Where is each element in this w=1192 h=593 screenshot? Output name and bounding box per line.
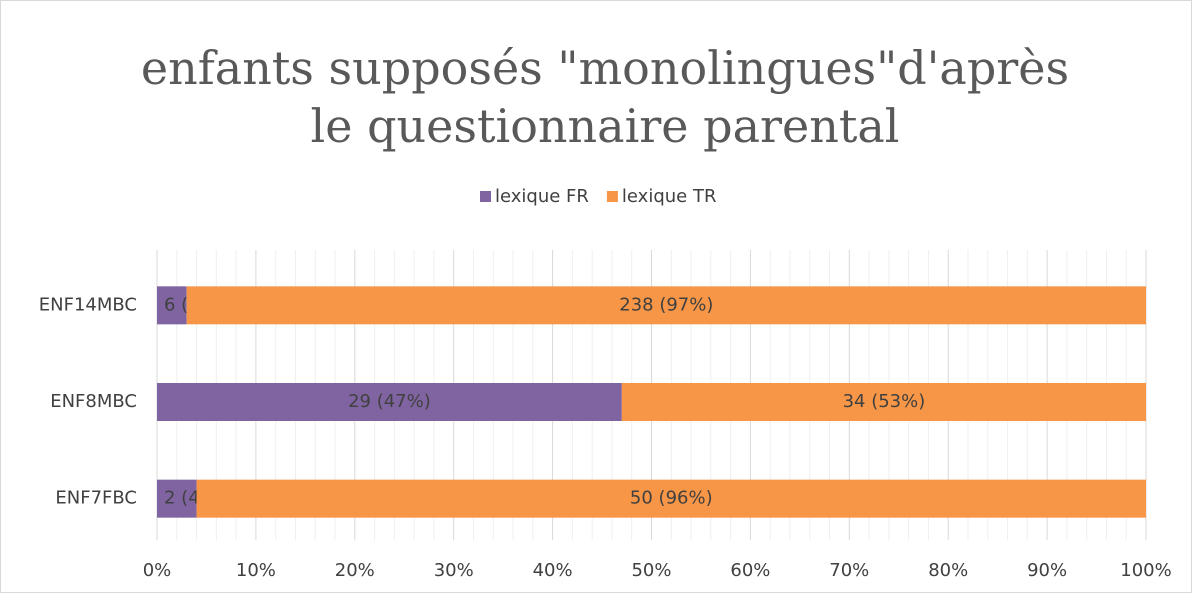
x-tick-label: 90% (1027, 560, 1067, 581)
legend-swatch (480, 191, 491, 202)
bar-segment (157, 286, 187, 325)
x-tick-label: 60% (730, 560, 770, 581)
x-tick-label: 40% (533, 560, 573, 581)
data-label: 34 (53%) (843, 391, 926, 412)
x-tick-label: 70% (829, 560, 869, 581)
bar-segment (186, 286, 1147, 325)
legend-label: lexique TR (622, 186, 717, 207)
y-tick-label: ENF8MBC (50, 391, 137, 412)
bar-segment (157, 479, 197, 518)
x-tick-label: 20% (335, 560, 375, 581)
x-tick-label: 0% (143, 560, 172, 581)
chart-title: le questionnaire parental (311, 99, 900, 153)
data-label: 29 (47%) (348, 391, 431, 412)
legend-label: lexique FR (495, 186, 589, 207)
x-tick-label: 10% (236, 560, 276, 581)
x-tick-label: 30% (434, 560, 474, 581)
bar-segment (196, 479, 1146, 518)
x-tick-label: 50% (631, 560, 671, 581)
bar-segment (621, 383, 1146, 421)
y-tick-label: ENF14MBC (39, 294, 137, 315)
y-tick-label: ENF7FBC (55, 488, 137, 509)
legend-swatch (606, 191, 618, 202)
bar-segment (157, 383, 622, 421)
chart-title: enfants supposés "monolingues"d'après (141, 41, 1069, 95)
data-label: 238 (97%) (619, 294, 713, 315)
data-label: 50 (96%) (630, 488, 713, 509)
x-tick-label: 100% (1120, 560, 1171, 581)
x-tick-label: 80% (928, 560, 968, 581)
